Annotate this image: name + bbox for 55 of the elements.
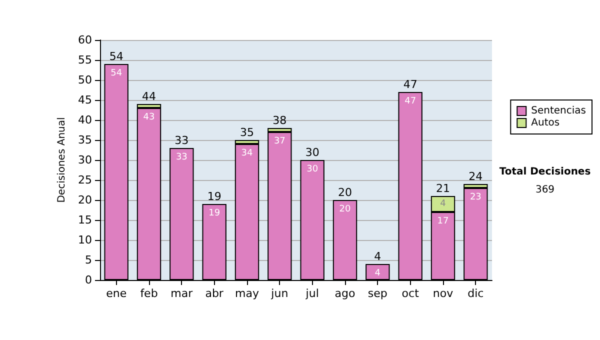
total-label: 30 <box>305 146 320 159</box>
total-label: 54 <box>109 50 124 63</box>
data-label: 23 <box>470 192 482 202</box>
x-tick-label: may <box>235 287 260 300</box>
total-label: 21 <box>436 182 450 195</box>
y-tick-label: 20 <box>78 194 92 206</box>
x-tick-label: sep <box>368 287 388 300</box>
y-tick-label: 10 <box>78 234 92 246</box>
y-tick-label: 0 <box>85 274 92 286</box>
y-axis-title: Decisiones Anual <box>56 117 68 203</box>
y-tick-label: 40 <box>78 114 92 126</box>
y-tick-label: 55 <box>78 54 92 66</box>
total-label: 44 <box>142 90 156 103</box>
y-tick-label: 15 <box>78 214 92 226</box>
data-label: 43 <box>143 112 155 122</box>
x-tick-label: feb <box>140 287 158 300</box>
data-label: 47 <box>404 96 416 106</box>
data-label: 34 <box>241 148 253 158</box>
total-label: 47 <box>403 78 418 91</box>
x-tick-label: mar <box>170 287 194 300</box>
data-label: 30 <box>306 164 318 174</box>
legend-label: Sentencias <box>531 106 586 116</box>
total-label: 24 <box>468 170 483 183</box>
y-tick-label: 30 <box>78 154 92 166</box>
total-label: 20 <box>338 186 352 199</box>
x-tick-label: oct <box>402 287 420 300</box>
x-tick-label: dic <box>468 287 484 300</box>
y-tick-label: 50 <box>78 74 92 86</box>
y-tick-label: 25 <box>78 174 92 186</box>
data-label: 33 <box>176 152 188 162</box>
x-tick-label: abr <box>205 287 224 300</box>
total-label: 4 <box>374 250 382 263</box>
data-label: 20 <box>339 204 351 214</box>
y-tick-label: 5 <box>85 254 92 266</box>
total-label: 33 <box>174 134 189 147</box>
x-tick-label: ene <box>106 287 127 300</box>
y-tick-label: 45 <box>78 94 92 106</box>
data-label: 54 <box>110 68 122 78</box>
x-tick-label: jul <box>304 287 319 300</box>
x-tick-label: ago <box>334 287 356 300</box>
data-label: 4 <box>374 268 381 278</box>
total-label: 19 <box>207 190 222 203</box>
text: Total Decisiones <box>499 166 591 178</box>
data-label: 17 <box>437 216 449 226</box>
legend-label: Autos <box>531 118 560 128</box>
x-tick-label: nov <box>432 287 454 300</box>
total-label: 35 <box>240 126 254 139</box>
x-tick-label: jun <box>270 287 288 300</box>
y-tick-label: 60 <box>78 34 92 46</box>
y-tick-label: 35 <box>78 134 92 146</box>
total-label: 38 <box>272 114 287 127</box>
data-label: 4 <box>440 199 446 209</box>
data-label: 19 <box>208 208 220 218</box>
text: 369 <box>535 184 555 196</box>
data-label: 37 <box>274 136 286 146</box>
